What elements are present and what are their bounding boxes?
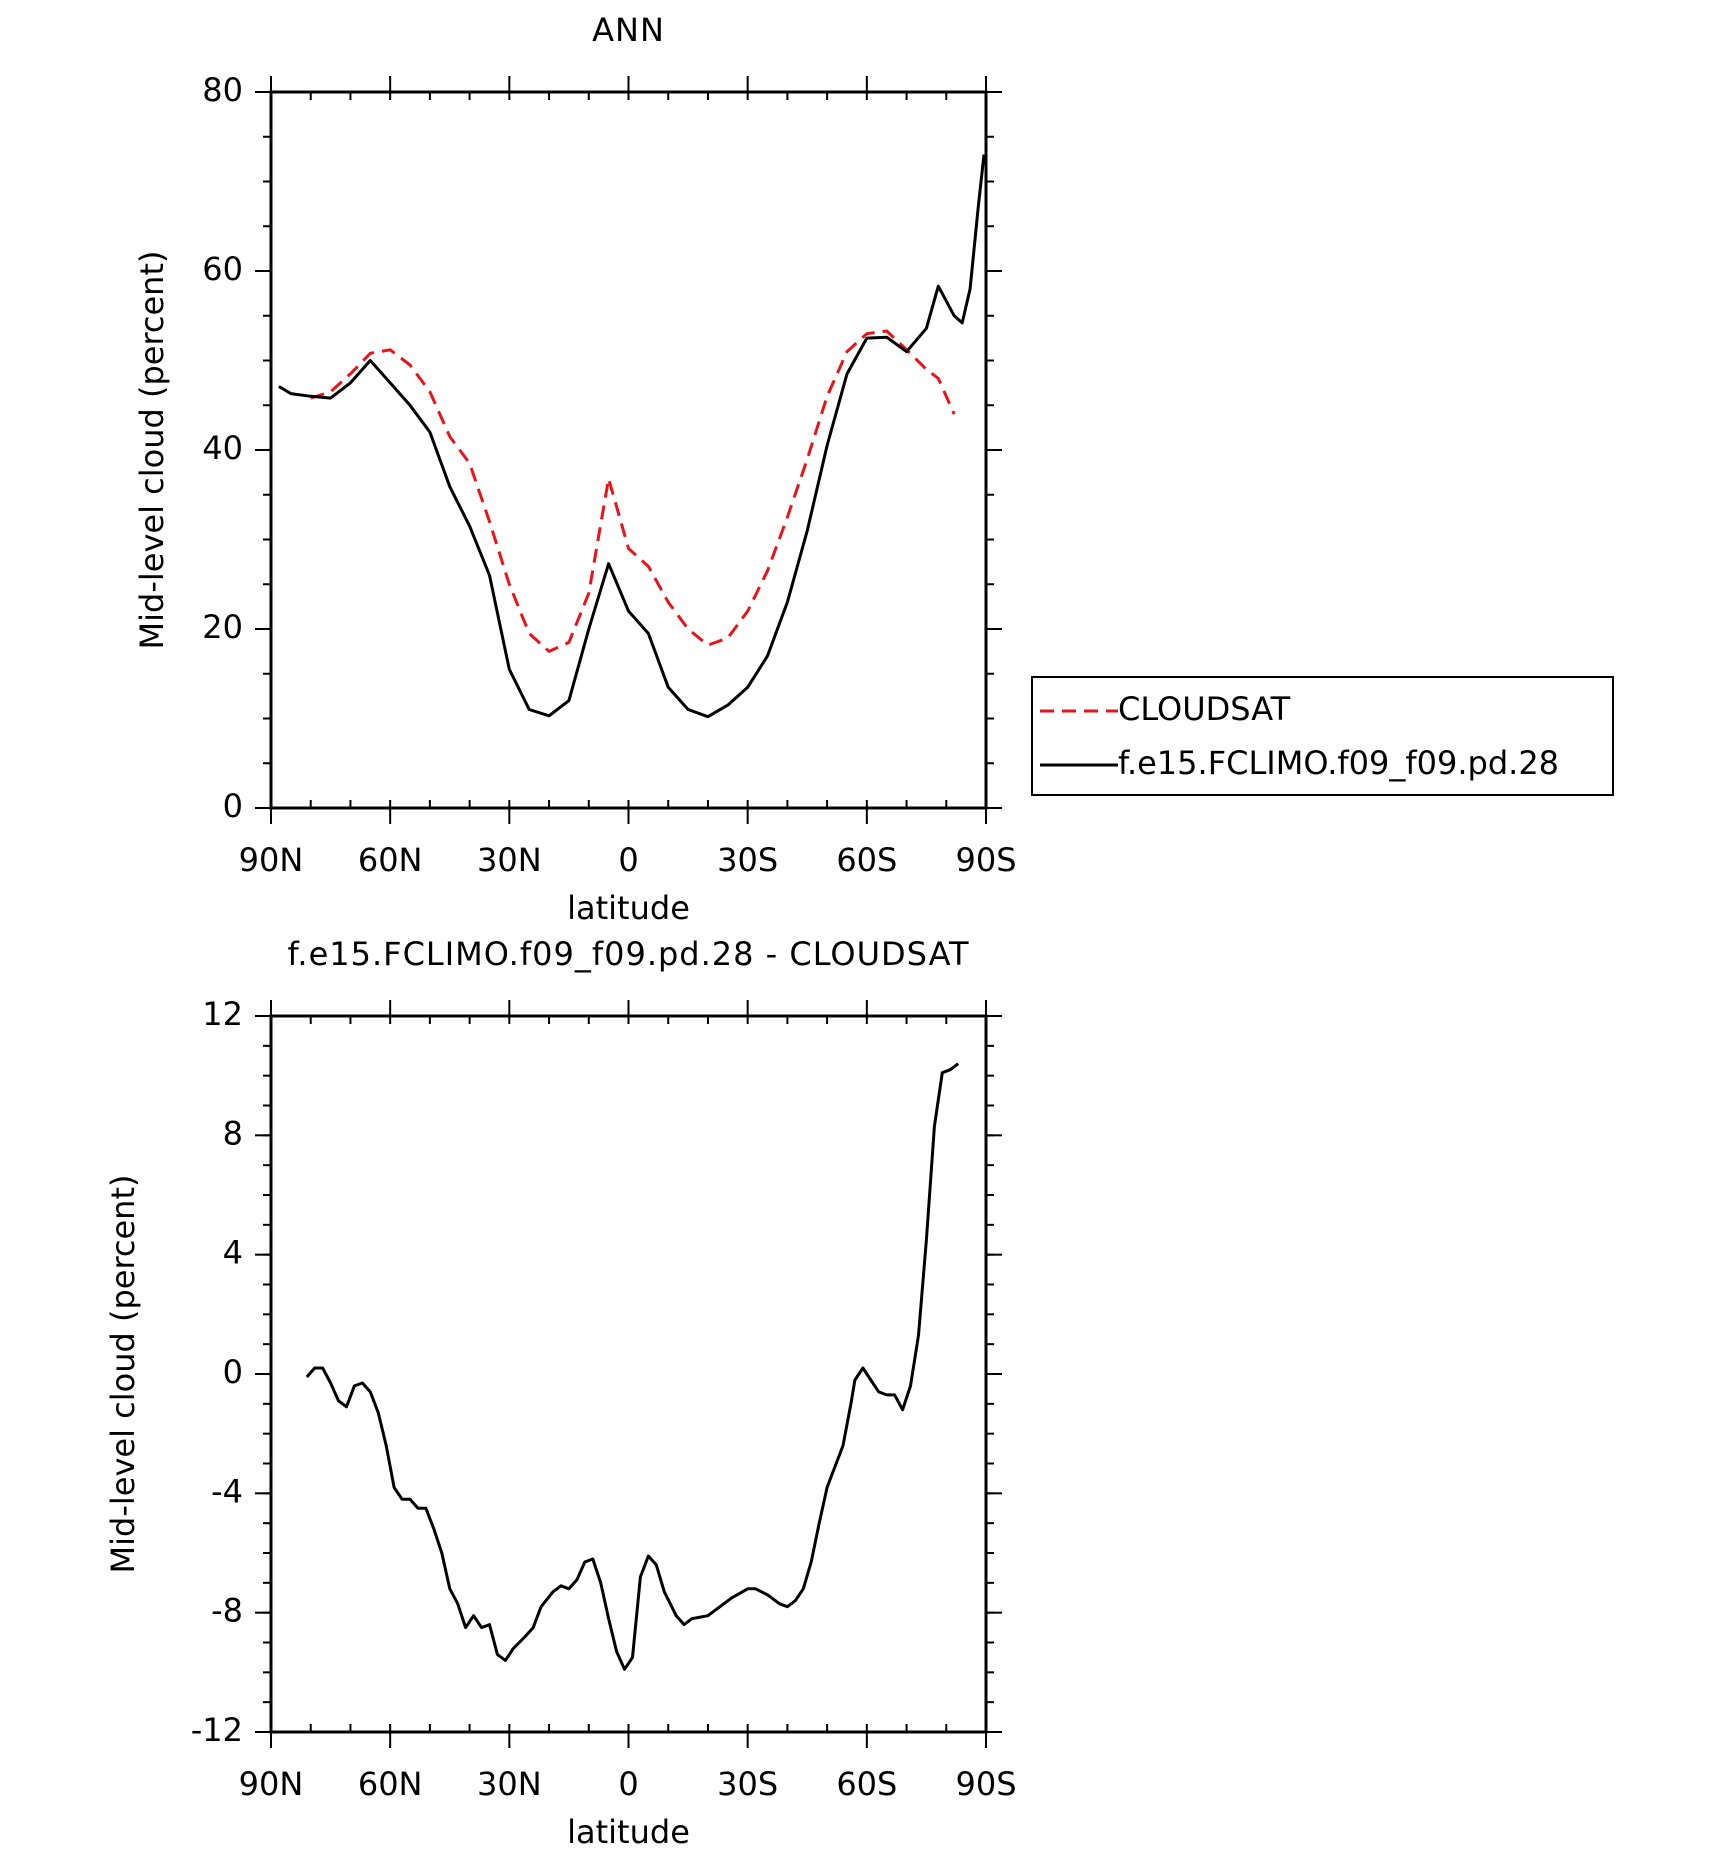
x-tick-label: 90S bbox=[955, 841, 1016, 879]
x-tick-label: 90N bbox=[239, 841, 304, 879]
y-axis-label: Mid-level cloud (percent) bbox=[133, 251, 171, 650]
data-line bbox=[278, 154, 986, 719]
plot-frame bbox=[269, 90, 988, 810]
y-tick-label: -4 bbox=[211, 1472, 243, 1510]
legend-box bbox=[1031, 676, 1614, 796]
y-tick-label: 12 bbox=[202, 995, 243, 1033]
x-tick-label: 60S bbox=[836, 1765, 897, 1803]
x-tick-label: 90S bbox=[955, 1765, 1016, 1803]
y-tick-label: 4 bbox=[223, 1234, 243, 1272]
y-tick-label: 0 bbox=[223, 1353, 243, 1391]
data-line bbox=[305, 1062, 960, 1671]
x-tick-label: 0 bbox=[618, 1765, 638, 1803]
chart-title: ANN bbox=[592, 11, 665, 49]
y-tick-label: -8 bbox=[211, 1592, 243, 1630]
y-tick-label: 80 bbox=[202, 71, 243, 109]
plot-frame bbox=[269, 1014, 988, 1734]
x-tick-label: 60N bbox=[358, 841, 423, 879]
x-tick-label: 30N bbox=[477, 1765, 542, 1803]
x-tick-label: 0 bbox=[618, 841, 638, 879]
chart-title: f.e15.FCLIMO.f09_f09.pd.28 - CLOUDSAT bbox=[287, 935, 969, 973]
x-tick-label: 60N bbox=[358, 1765, 423, 1803]
y-tick-label: -12 bbox=[191, 1711, 243, 1749]
y-tick-label: 0 bbox=[223, 787, 243, 825]
y-tick-label: 8 bbox=[223, 1114, 243, 1152]
x-tick-label: 90N bbox=[239, 1765, 304, 1803]
x-tick-label: 60S bbox=[836, 841, 897, 879]
y-axis-label: Mid-level cloud (percent) bbox=[104, 1175, 142, 1574]
x-tick-label: 30S bbox=[717, 1765, 778, 1803]
x-axis-label: latitude bbox=[567, 889, 690, 927]
legend-label: f.e15.FCLIMO.f09_f09.pd.28 bbox=[1118, 744, 1559, 782]
x-tick-label: 30N bbox=[477, 841, 542, 879]
x-tick-label: 30S bbox=[717, 841, 778, 879]
y-tick-label: 40 bbox=[202, 429, 243, 467]
y-tick-label: 60 bbox=[202, 250, 243, 288]
legend-label: CLOUDSAT bbox=[1118, 690, 1291, 728]
x-axis-label: latitude bbox=[567, 1813, 690, 1850]
y-tick-label: 20 bbox=[202, 608, 243, 646]
data-line bbox=[310, 329, 956, 653]
